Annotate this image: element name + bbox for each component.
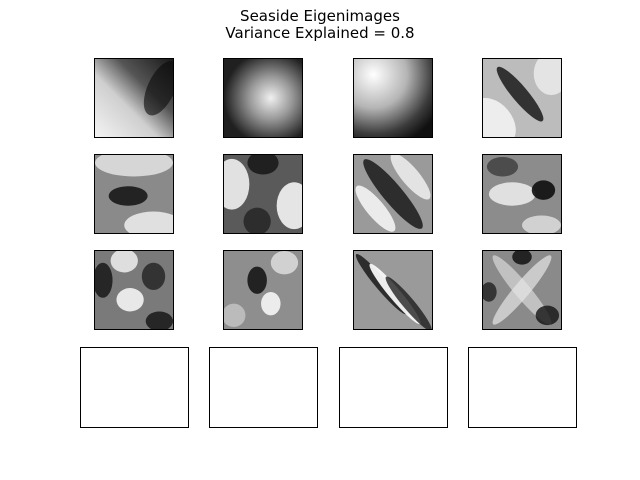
eigenimage-12: [482, 250, 562, 330]
eigenimage-8: [482, 154, 562, 234]
eigenimage-7: [353, 154, 433, 234]
eigenimage-3: [353, 58, 433, 138]
figure-subtitle: Variance Explained = 0.8: [225, 24, 415, 42]
empty-panel-14: [209, 347, 318, 428]
eigenimage-6: [223, 154, 303, 234]
empty-panel-15: [339, 347, 448, 428]
eigenimage-11: [353, 250, 433, 330]
eigenimage-2: [223, 58, 303, 138]
empty-panel-16: [468, 347, 577, 428]
eigenimage-5: [94, 154, 174, 234]
eigenimage-1: [94, 58, 174, 138]
eigenimage-9: [94, 250, 174, 330]
eigenimage-10: [223, 250, 303, 330]
figure-title: Seaside Eigenimages: [240, 7, 400, 25]
eigenimage-4: [482, 58, 562, 138]
empty-panel-13: [80, 347, 189, 428]
